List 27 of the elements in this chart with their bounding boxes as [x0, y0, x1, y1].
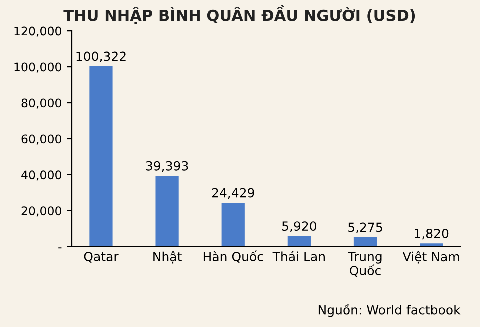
bar — [288, 236, 311, 247]
y-tick-label: 120,000 — [14, 26, 62, 37]
data-label: 5,275 — [348, 222, 382, 234]
text: Nguồn: World factbook — [318, 304, 461, 318]
data-label: 1,820 — [415, 228, 449, 240]
data-label: 5,920 — [282, 222, 316, 232]
x-tick-label: Qatar — [84, 252, 119, 263]
data-label: 24,429 — [212, 188, 254, 200]
data-label: 39,393 — [146, 161, 188, 172]
bar — [420, 244, 444, 247]
x-tick-label: Thái Lan — [272, 251, 325, 262]
bar — [354, 237, 378, 247]
x-tick-label: Hàn Quốc — [204, 250, 264, 263]
x-tick-label: Nhật — [154, 251, 182, 264]
y-tick-label: 40,000 — [22, 170, 62, 181]
bar — [156, 176, 179, 247]
y-tick-label: - — [58, 248, 62, 249]
x-tick-label: Việt Nam — [402, 251, 460, 264]
bar — [222, 202, 245, 247]
y-tick-label: 60,000 — [22, 134, 62, 145]
y-tick-label: 100,000 — [14, 62, 62, 73]
data-label: 100,322 — [76, 52, 126, 63]
chart-title: THU NHẬP BÌNH QUÂN ĐẦU NGƯỜI (USD) — [64, 5, 416, 24]
y-tick-label: 80,000 — [22, 98, 62, 109]
bar — [90, 66, 113, 247]
y-tick-label: 20,000 — [22, 206, 62, 217]
x-tick-label: Trung Quốc — [348, 252, 382, 277]
